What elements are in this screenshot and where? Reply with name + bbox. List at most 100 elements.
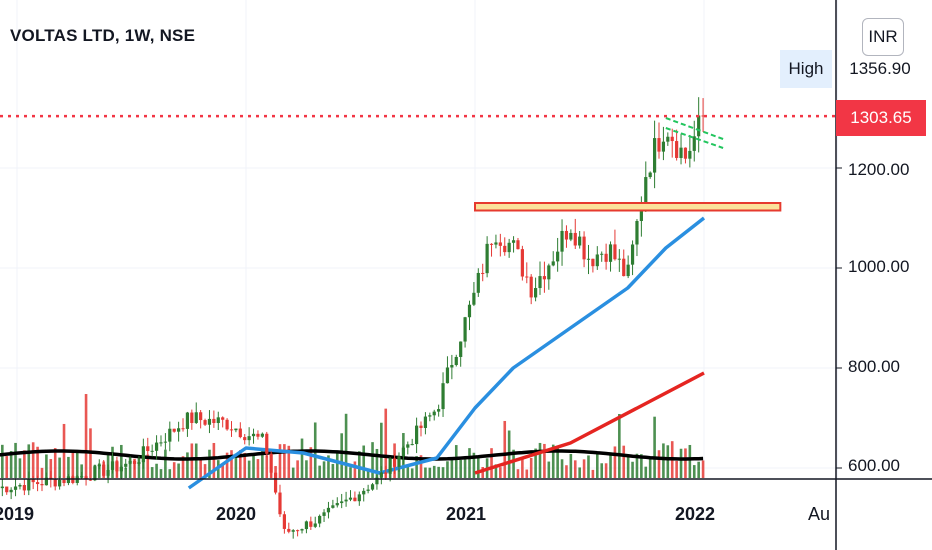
candle bbox=[697, 97, 701, 153]
candle-body bbox=[150, 450, 154, 452]
candle-body bbox=[538, 276, 542, 289]
volume-bar bbox=[327, 455, 330, 478]
volume-bar bbox=[600, 463, 604, 478]
volume-bar bbox=[512, 449, 515, 478]
candle bbox=[207, 410, 212, 434]
candle bbox=[75, 474, 79, 486]
volume-bar bbox=[274, 466, 277, 478]
candle-body bbox=[437, 409, 441, 412]
candle bbox=[269, 451, 273, 478]
candle-body bbox=[626, 264, 630, 277]
volume-bar bbox=[384, 408, 388, 478]
volume-bar bbox=[159, 469, 163, 478]
candle-body bbox=[216, 417, 220, 424]
volume-bar bbox=[472, 452, 476, 478]
candle bbox=[481, 263, 485, 282]
candle bbox=[370, 482, 375, 491]
candle bbox=[18, 483, 22, 490]
candle bbox=[168, 421, 172, 452]
candle bbox=[463, 316, 467, 348]
volume-bar bbox=[128, 456, 132, 478]
candle bbox=[159, 435, 163, 447]
candle-body bbox=[203, 420, 207, 425]
candle-body bbox=[22, 485, 26, 491]
candle-body bbox=[600, 253, 604, 255]
x-tick-label: Au bbox=[808, 504, 831, 524]
volume-bar bbox=[1, 444, 4, 478]
candle bbox=[415, 417, 419, 454]
candle bbox=[401, 445, 405, 465]
candle-body bbox=[578, 236, 582, 246]
candle bbox=[287, 522, 291, 534]
channel-line-upper bbox=[665, 127, 724, 149]
candle-body bbox=[463, 317, 467, 342]
volume-bar bbox=[349, 467, 352, 478]
candle-body bbox=[300, 529, 304, 531]
volume-bar bbox=[551, 444, 555, 478]
candle bbox=[304, 520, 309, 534]
candle bbox=[600, 251, 604, 262]
candle bbox=[586, 244, 591, 275]
last-price-badge: 1303.65 bbox=[836, 100, 926, 136]
currency-button[interactable]: INR bbox=[862, 18, 904, 56]
volume-bar bbox=[124, 467, 128, 478]
volume-bar bbox=[419, 455, 423, 478]
candle bbox=[124, 458, 128, 470]
moving-average-line bbox=[187, 216, 706, 490]
candle bbox=[353, 491, 357, 502]
candle bbox=[102, 459, 106, 477]
candle bbox=[212, 410, 216, 428]
candle-body bbox=[124, 463, 128, 467]
candle-body bbox=[569, 232, 573, 240]
volume-bar bbox=[84, 394, 88, 478]
volume-bar bbox=[344, 413, 348, 478]
candle bbox=[309, 516, 313, 530]
candle bbox=[185, 411, 190, 437]
volume-bar bbox=[397, 465, 401, 478]
candle-body bbox=[221, 417, 225, 420]
volume-bar bbox=[335, 451, 339, 478]
candlesticks bbox=[0, 97, 705, 539]
candle-body bbox=[481, 272, 485, 274]
candle bbox=[445, 356, 450, 384]
candle-body bbox=[18, 485, 22, 487]
candle-body bbox=[445, 367, 450, 384]
candle bbox=[525, 262, 529, 284]
channel-line-lower bbox=[665, 117, 724, 140]
volume-bar bbox=[150, 467, 154, 478]
volume-bar bbox=[340, 433, 343, 478]
candle-body bbox=[564, 230, 569, 240]
candle-body bbox=[415, 425, 419, 445]
candle-body bbox=[62, 479, 66, 484]
candle-body bbox=[296, 530, 300, 532]
candle-body bbox=[525, 276, 529, 278]
candle bbox=[410, 438, 414, 446]
candle-body bbox=[498, 242, 502, 246]
candle-body bbox=[348, 497, 353, 500]
candle bbox=[348, 490, 353, 502]
candle-body bbox=[154, 442, 159, 451]
candle bbox=[265, 431, 269, 458]
candle-body bbox=[110, 461, 115, 470]
candle bbox=[221, 416, 225, 428]
candle-body bbox=[282, 514, 286, 529]
volume-bar bbox=[578, 467, 581, 478]
candle bbox=[97, 459, 101, 470]
candle bbox=[110, 452, 115, 474]
candle bbox=[128, 456, 132, 465]
volume-bar bbox=[14, 442, 17, 478]
x-tick-label: 2020 bbox=[216, 504, 257, 524]
candle bbox=[441, 372, 445, 417]
candle-body bbox=[542, 276, 547, 280]
candle bbox=[573, 218, 577, 249]
volume-bar bbox=[49, 459, 53, 478]
candle bbox=[701, 98, 705, 132]
candle-body bbox=[229, 429, 234, 431]
candle bbox=[666, 132, 670, 146]
volume-bar bbox=[194, 443, 198, 478]
volume-bar bbox=[609, 452, 612, 478]
candle-body bbox=[692, 136, 696, 151]
candle-body bbox=[234, 428, 238, 431]
